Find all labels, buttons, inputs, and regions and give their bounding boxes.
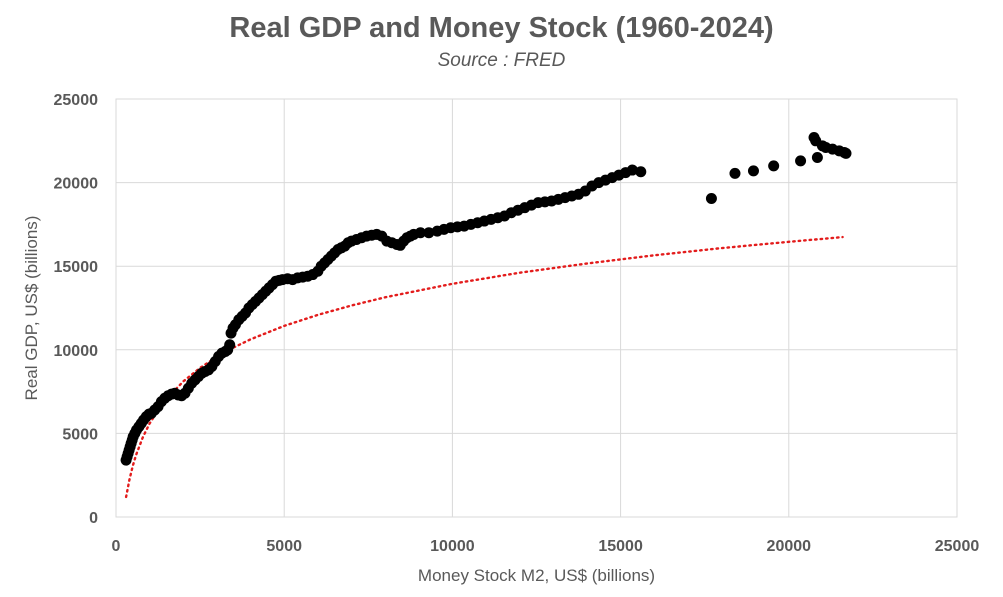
data-point (811, 152, 823, 164)
data-point (635, 166, 647, 178)
chart-title: Real GDP and Money Stock (1960-2024) (229, 12, 774, 44)
data-point (705, 192, 717, 204)
data-point (224, 339, 236, 351)
x-axis-ticks: 0 5000 10000 15000 20000 25000 (112, 538, 980, 555)
data-point (747, 165, 759, 177)
data-point (768, 160, 780, 172)
y-tick-label: 15000 (54, 259, 99, 276)
trendline-path (124, 235, 844, 499)
x-tick-label: 15000 (598, 538, 643, 555)
y-tick-label: 5000 (62, 426, 98, 443)
y-axis-ticks: 0 5000 10000 15000 20000 25000 (54, 92, 99, 527)
data-point (423, 227, 435, 239)
y-tick-label: 20000 (54, 176, 99, 193)
trendline (124, 235, 844, 499)
plot-area (115, 98, 958, 518)
y-tick-label: 25000 (54, 92, 99, 109)
gridlines (116, 99, 957, 517)
data-point (626, 164, 638, 176)
x-tick-label: 5000 (266, 538, 302, 555)
data-point (729, 167, 741, 179)
chart-subtitle: Source : FRED (437, 50, 566, 71)
data-point (795, 155, 807, 167)
y-tick-label: 0 (89, 510, 98, 527)
y-axis-title: Real GDP, US$ (billions) (22, 216, 41, 401)
x-axis-title: Money Stock M2, US$ (billions) (418, 566, 655, 585)
data-points (120, 131, 852, 466)
x-tick-label: 10000 (430, 538, 475, 555)
x-tick-label: 0 (112, 538, 121, 555)
x-tick-label: 25000 (935, 538, 980, 555)
x-tick-label: 20000 (767, 538, 812, 555)
data-point (414, 227, 426, 239)
data-point (840, 147, 852, 159)
y-tick-label: 10000 (54, 343, 99, 360)
